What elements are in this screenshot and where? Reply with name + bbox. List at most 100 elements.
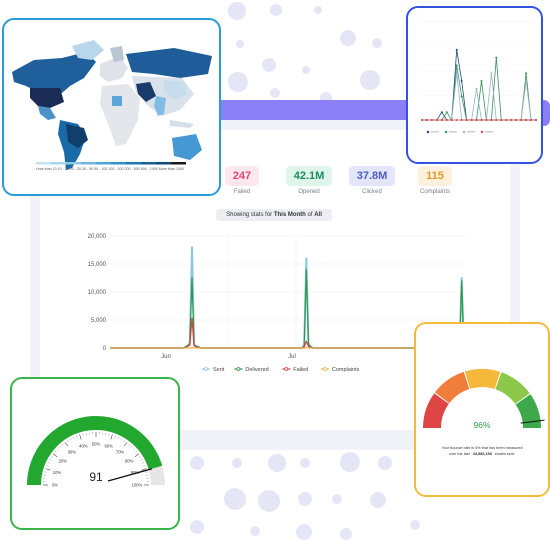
bounce-caption-1: Your bounce rate is 4% that has been mea… [441,446,522,450]
map-legend-swatch [66,162,81,165]
gauge-tick [130,446,133,448]
gauge-tick [76,435,78,438]
gauge-tick [128,444,130,446]
region-brazil[interactable] [66,124,88,148]
gauge-tick [140,459,143,461]
bounce-rate-card: 96% Your bounce rate is 4% that has been… [414,322,550,497]
gauge-tick [134,453,140,458]
mini-point [445,119,448,121]
bounce-gauge-segment [495,372,530,405]
stat-label: Complaints [419,189,450,195]
gauge-tick [135,451,137,453]
bounce-gauge-segment [434,371,470,404]
map-legend-swatch [36,162,51,165]
mini-point [490,72,493,75]
caption-prefix: over the last [449,452,471,456]
mini-legend-label [485,131,493,133]
mini-point [500,119,503,121]
gauge-tick-label: 10% [53,470,62,475]
stat-failed[interactable]: 247 Failed [224,166,260,195]
map-legend-swatch [141,162,156,165]
bounce-gauge: 96% Your bounce rate is 4% that has been… [423,369,545,456]
region-middle-east[interactable] [136,82,156,102]
region-africa[interactable] [100,84,140,146]
mini-legend-marker [462,130,466,134]
world-map: Less than 10 10 - 20 20 - 30 30 - 50 50 … [12,40,212,171]
region-scandinavia[interactable] [110,46,124,62]
series-line-delivered [110,268,467,349]
score-gauge-card: 0% 10% 20% 30% 40% 50% 60% 70% 80% 90% 100% 91 [10,377,180,530]
trend-chart-card [406,6,543,164]
y-tick-label: 10,000 [88,290,107,296]
gauge-tick [110,434,113,440]
gauge-tick-label: 100% [132,483,143,488]
region-russia[interactable] [126,48,212,78]
filter-scope: All [314,212,322,218]
mini-point [460,95,463,98]
mini-point [510,119,513,121]
mini-point [465,119,468,121]
map-legend-swatch [171,162,186,165]
stat-label: Opened [298,189,320,195]
gauge-tick [120,438,122,441]
legend-item[interactable]: Delivered [234,367,269,373]
region-mexico[interactable] [38,106,56,120]
gauge-tick [143,465,146,467]
region-usa[interactable] [30,88,64,108]
region-australia[interactable] [172,134,202,160]
region-africa-highlight[interactable] [112,96,122,106]
stat-opened[interactable]: 42.1M Opened [285,166,333,195]
legend-label: Delivered [245,367,268,373]
stat-value: 247 [224,166,260,186]
gauge-tick [62,444,64,446]
region-china[interactable] [164,80,188,100]
stat-value: 115 [418,166,452,186]
gauge-tick [117,436,119,439]
y-tick-label: 15,000 [88,262,107,268]
legend-item[interactable]: Failed [282,367,308,373]
stat-clicked[interactable]: 37.8M Clicked [348,166,396,195]
y-tick-label: 20,000 [88,234,107,240]
stat-value: 42.1M [285,166,333,186]
legend-item[interactable]: Sent [202,367,225,373]
gauge-tick-label: 90% [131,470,140,475]
gauge-tick-label: 20% [59,458,68,463]
mini-point [460,80,463,82]
period-filter[interactable]: Showing stats for This Month of All [216,209,332,221]
mini-series-line [422,57,536,122]
filter-of: of [307,212,313,218]
gauge-tick-label: 70% [116,449,125,454]
mini-point [421,119,423,121]
region-europe[interactable] [100,56,128,82]
bounce-value: 96% [473,420,490,430]
stat-label: Clicked [362,189,382,195]
gauge-tick-label: 80% [125,458,134,463]
gauge-tick [67,440,69,443]
region-india[interactable] [154,96,166,116]
mini-point [535,119,537,121]
gauge-tick-label: 40% [79,444,88,449]
map-legend-swatch [81,162,96,165]
bounce-gauge-segment [423,393,450,429]
mini-series-line [422,73,536,121]
map-legend-labels: Less than 10 10 - 20 20 - 30 30 - 50 50 … [36,167,184,171]
filter-prefix: Showing stats for [226,212,273,218]
legend-item[interactable]: Complaints [320,367,360,373]
map-legend-swatch [156,162,171,165]
mini-point [440,119,443,121]
mini-point [445,111,448,114]
score-gauge: 0% 10% 20%30%40% 50% 60%70%80% 90% 100% 91 [27,416,165,488]
mini-point [525,80,528,82]
region-indonesia[interactable] [170,120,194,128]
gauge-tick [47,462,50,464]
gauge-tick [46,465,49,467]
mini-point [455,72,458,75]
region-greenland[interactable] [72,40,104,60]
gauge-tick [123,440,125,443]
x-tick-label: Jun [161,354,171,360]
stat-complaints[interactable]: 115 Complaints [414,166,456,195]
map-legend-swatch [111,162,126,165]
gauge-tick [79,434,82,440]
mini-point [455,64,458,67]
map-legend-swatch [51,162,66,165]
